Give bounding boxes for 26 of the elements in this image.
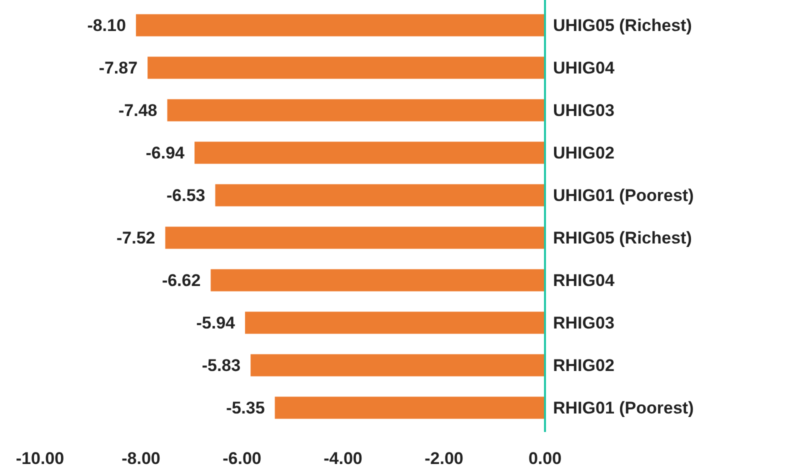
x-tick-label: 0.00 xyxy=(528,448,562,468)
data-label: -5.35 xyxy=(226,398,265,418)
y-tick-label: RHIG01 (Poorest) xyxy=(553,398,694,418)
data-label: -7.48 xyxy=(118,101,158,120)
data-label: -8.10 xyxy=(87,16,126,36)
y-tick-label: UHIG03 xyxy=(553,101,614,120)
x-tick-label: -6.00 xyxy=(222,448,262,468)
y-tick-label: RHIG04 xyxy=(553,271,615,290)
y-tick-label: RHIG02 xyxy=(553,356,614,376)
y-tick-label: UHIG02 xyxy=(553,144,614,163)
data-label: -6.94 xyxy=(146,144,186,163)
x-tick-label: -8.00 xyxy=(122,448,160,468)
y-tick-label: RHIG03 xyxy=(553,314,614,333)
y-tick-label: UHIG01 (Poorest) xyxy=(553,186,694,206)
data-label: -7.87 xyxy=(98,58,138,78)
data-label: -5.94 xyxy=(196,314,236,333)
data-label: -6.53 xyxy=(166,186,206,206)
x-tick-label: -10.00 xyxy=(16,448,64,468)
x-tick-label: -4.00 xyxy=(324,448,362,468)
y-tick-label: UHIG04 xyxy=(553,58,615,78)
y-tick-label: UHIG05 (Richest) xyxy=(553,16,692,36)
y-tick-label: RHIG05 (Richest) xyxy=(553,228,692,248)
data-label: -7.52 xyxy=(116,228,156,248)
data-label: -6.62 xyxy=(162,271,201,290)
data-label: -5.83 xyxy=(202,356,241,376)
x-tick-label: -2.00 xyxy=(424,448,464,468)
